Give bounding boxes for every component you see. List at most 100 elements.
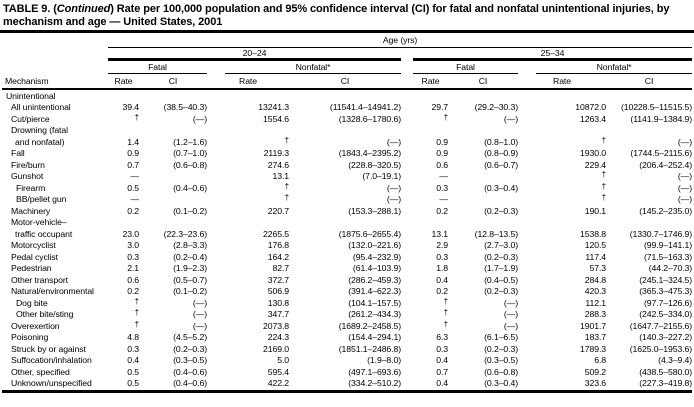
table-row: Struck by or against 0.3 (0.2–0.3) 2169.0 (1… xyxy=(2,344,692,356)
rate-cell: † xyxy=(413,308,448,321)
dagger-footnote-mark: † xyxy=(443,296,448,306)
ci-cell: (286.2–459.3) xyxy=(348,274,401,285)
ci-cell: (4.3–9.4) xyxy=(658,355,693,366)
rate-cell: 2169.0 xyxy=(263,343,289,354)
data-table: Age (yrs) 20–24 25–34 Fatal Nonfa xyxy=(2,34,692,393)
column-gap xyxy=(401,102,413,114)
dagger-footnote-mark: † xyxy=(443,319,448,329)
ci-cell: (—) xyxy=(503,297,518,308)
ci-cell: (0.2–0.3) xyxy=(173,343,207,354)
rate-cell: 13.1 xyxy=(272,171,289,182)
ci-cell xyxy=(139,194,207,206)
rate-cell: 0.3 xyxy=(436,251,448,262)
ci-cell: (—) xyxy=(386,136,401,147)
rate-cell: 224.3 xyxy=(267,332,289,343)
ci-cell: (0.2–0.4) xyxy=(173,251,207,262)
header-spacer xyxy=(2,48,108,61)
rate-cell: 176.8 xyxy=(267,240,289,251)
table-row: Gunshot — 13.1 (7.0–19.1) — † (—) xyxy=(2,170,693,183)
ci-column-header: CI xyxy=(139,73,207,90)
column-gap xyxy=(401,89,413,103)
rate-cell: 4.8 xyxy=(127,332,139,343)
dagger-footnote-mark: † xyxy=(284,193,289,203)
rate-cell: 420.3 xyxy=(584,286,606,297)
mechanism-label: All unintentional xyxy=(11,102,71,113)
column-gap xyxy=(401,217,413,240)
table-row: Firearm 0.5 (0.4–0.6) † (—) 0.3 (0.3–0.4) † (—) xyxy=(2,181,692,195)
rate-cell: 5.0 xyxy=(277,355,289,366)
group-gap xyxy=(401,61,413,74)
column-gap xyxy=(401,183,413,195)
table-body: Unintentional All unintentional 39.4 (38.5–… xyxy=(2,89,693,393)
mechanism-label: Cut/pierce xyxy=(11,113,50,124)
mechanism-label: Struck by or against xyxy=(11,343,86,354)
ci-cell: (0.2–0.3) xyxy=(484,343,518,354)
rate-cell: 29.7 xyxy=(431,102,448,113)
ci-cell: (—) xyxy=(677,136,693,147)
rate-cell: † xyxy=(108,113,139,126)
rate-cell: 0.9 xyxy=(436,148,448,159)
ci-cell: (4.5–5.2) xyxy=(173,332,207,343)
rate-cell: 288.3 xyxy=(584,309,606,320)
table-row: BB/pellet gun — † (—) — † (—) xyxy=(2,193,693,206)
age-range-row: 20–24 25–34 xyxy=(2,48,693,61)
ci-cell: (0.2–0.3) xyxy=(484,205,518,216)
mechanism-label: Fall xyxy=(11,148,25,159)
rate-cell: 0.9 xyxy=(127,148,139,159)
ci-cell: (497.1–693.6) xyxy=(348,366,401,377)
ci-cell: (61.4–103.9) xyxy=(352,263,401,274)
ci-cell: (—) xyxy=(386,182,401,193)
rate-cell: 1263.4 xyxy=(580,113,606,124)
rate-cell xyxy=(413,89,448,103)
rate-cell: † xyxy=(518,125,606,148)
ci-cell: (10228.5–11515.5) xyxy=(620,102,693,113)
rate-cell: 595.4 xyxy=(267,366,289,377)
rate-cell: 6.3 xyxy=(436,332,448,343)
ci-cell: (0.4–0.6) xyxy=(173,182,207,193)
ci-cell: (—) xyxy=(677,194,693,205)
rate-cell: 164.2 xyxy=(267,251,289,262)
rate-cell: 0.2 xyxy=(436,286,448,297)
ci-cell: (391.4–622.3) xyxy=(348,286,401,297)
dagger-footnote-mark: † xyxy=(601,181,606,191)
ci-cell: (—) xyxy=(503,113,518,124)
table-header: Age (yrs) 20–24 25–34 Fatal Nonfa xyxy=(2,34,693,90)
mechanism-label: Pedal cyclist xyxy=(11,251,58,262)
ci-cell: (29.2–30.3) xyxy=(474,102,518,113)
rate-cell: 10872.0 xyxy=(575,102,606,113)
ci-cell: (365.3–475.3) xyxy=(639,286,693,297)
rate-cell: 506.9 xyxy=(267,286,289,297)
table-row: Fall 0.9 (0.7–1.0) 2119.3 (1843.4–2395.2) 0.9… xyxy=(2,148,692,160)
table-title-suffix: ) Rate per 100,000 population and 95% co… xyxy=(3,3,670,28)
rate-cell: 0.4 xyxy=(127,355,139,366)
ci-cell: (1.2–1.6) xyxy=(173,136,207,147)
mechanism-label: Machinery xyxy=(11,205,51,216)
ci-column-header: CI xyxy=(606,73,693,90)
rate-cell: 0.7 xyxy=(436,366,448,377)
ci-cell: (1843.4–2395.2) xyxy=(338,148,401,159)
table-row: Poisoning 4.8 (4.5–5.2) 224.3 (154.4–294.1) 6… xyxy=(2,332,692,344)
ci-cell: (—) xyxy=(192,320,207,331)
rate-column-header: Rate xyxy=(518,73,606,90)
ci-cell: (242.5–334.0) xyxy=(639,309,693,320)
rate-cell: 1.4 xyxy=(127,136,139,147)
dagger-footnote-mark: † xyxy=(134,296,139,306)
rate-cell: 0.6 xyxy=(436,159,448,170)
mechanism-label: Motorcyclist xyxy=(11,240,56,251)
ci-cell: (0.1–0.2) xyxy=(173,286,207,297)
column-gap xyxy=(401,355,413,367)
rate-cell: 1930.0 xyxy=(580,148,606,159)
rate-cell: † xyxy=(108,320,139,333)
ci-cell: (261.2–434.3) xyxy=(348,309,401,320)
rate-cell: † xyxy=(413,296,448,310)
ci-cell xyxy=(448,171,518,183)
ci-cell xyxy=(448,194,518,206)
rate-cell: 1.8 xyxy=(436,263,448,274)
mechanism-label: Other transport xyxy=(11,274,68,285)
rate-cell: 0.7 xyxy=(127,159,139,170)
ci-cell: (—) xyxy=(677,171,693,182)
rate-cell: 0.2 xyxy=(127,205,139,216)
ci-cell: (1.9–2.3) xyxy=(173,263,207,274)
table-row: Other transport 0.6 (0.5–0.7) 372.7 (286.2–4… xyxy=(2,275,692,287)
